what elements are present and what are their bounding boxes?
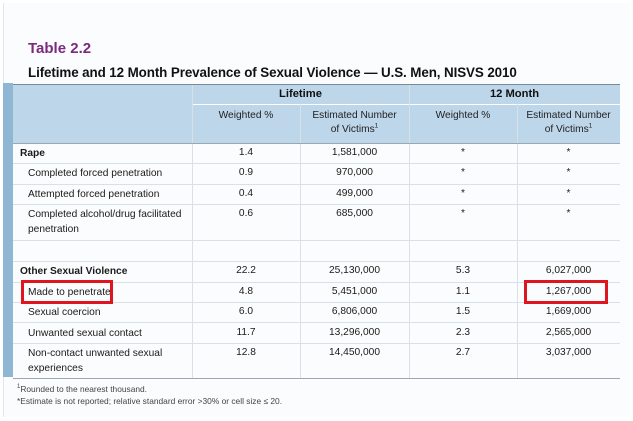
month-estimated-cell: * <box>566 167 571 178</box>
month-weighted-cell: 5.3 <box>455 265 471 276</box>
lifetime-estimated-cell: 6,806,000 <box>331 306 378 317</box>
lifetime-estimated-cell: 13,296,000 <box>329 327 380 338</box>
row-divider <box>13 343 620 344</box>
col-header-12-month-weighted: Weighted % <box>435 110 491 121</box>
lifetime-estimated-cell: 970,000 <box>336 167 373 178</box>
highlight-box-made-to-penetrate <box>21 280 113 304</box>
row-label: Other Sexual Violence <box>20 266 128 277</box>
row-divider <box>13 261 620 262</box>
header-group-separator <box>192 104 620 105</box>
table-number: Table 2.2 <box>28 40 92 57</box>
col-divider <box>409 85 410 379</box>
col-divider <box>517 104 518 379</box>
table-side-bar <box>3 83 13 377</box>
lifetime-estimated-cell: 685,000 <box>336 208 373 219</box>
group-header-12-month: 12 Month <box>489 88 540 100</box>
month-estimated-cell: 1,669,000 <box>545 306 592 317</box>
lifetime-estimated-cell: 499,000 <box>336 188 373 199</box>
month-estimated-cell: * <box>566 188 571 199</box>
row-label: Non-contact unwanted sexual experiences <box>28 348 163 374</box>
lifetime-weighted-cell: 6.0 <box>238 306 254 317</box>
table-bottom-rule <box>13 378 620 379</box>
month-weighted-cell: 1.1 <box>455 286 471 297</box>
highlight-box-12-month-estimate <box>524 280 608 304</box>
lifetime-estimated-cell: 14,450,000 <box>329 347 380 358</box>
row-divider <box>13 240 620 241</box>
month-estimated-cell: * <box>566 147 571 158</box>
row-divider <box>13 184 620 185</box>
col-header-12-month-estimated: Estimated Number of Victims1 <box>526 110 611 135</box>
lifetime-estimated-cell: 1,581,000 <box>331 147 378 158</box>
lifetime-weighted-cell: 0.4 <box>238 188 254 199</box>
lifetime-weighted-cell: 4.8 <box>238 286 254 297</box>
month-estimated-cell: 1,267,000 <box>545 286 592 297</box>
month-weighted-cell: * <box>461 167 465 178</box>
header-band <box>13 85 620 143</box>
row-label: Made to penetrate <box>28 287 111 298</box>
month-weighted-cell: * <box>461 208 465 219</box>
row-label: Completed forced penetration <box>28 168 163 179</box>
month-estimated-cell: * <box>566 208 571 219</box>
row-divider <box>13 204 620 205</box>
row-divider <box>13 322 620 323</box>
month-weighted-cell: 2.7 <box>455 347 471 358</box>
lifetime-weighted-cell: 11.7 <box>236 327 256 338</box>
lifetime-estimated-cell: 25,130,000 <box>329 265 380 276</box>
table-title: Lifetime and 12 Month Prevalence of Sexu… <box>28 65 517 80</box>
row-label: Sexual coercion <box>28 307 101 318</box>
month-estimated-cell: 6,027,000 <box>545 265 592 276</box>
col-divider <box>192 85 193 379</box>
lifetime-weighted-cell: 0.6 <box>238 208 254 219</box>
month-estimated-cell: 3,037,000 <box>545 347 592 358</box>
month-weighted-cell: * <box>461 147 465 158</box>
row-divider <box>13 163 620 164</box>
month-estimated-cell: 2,565,000 <box>545 327 592 338</box>
row-divider <box>13 282 620 283</box>
footnote-rounding: 1Rounded to the nearest thousand. <box>17 384 147 394</box>
row-divider <box>13 302 620 303</box>
month-weighted-cell: * <box>461 188 465 199</box>
col-header-lifetime-weighted: Weighted % <box>218 110 274 121</box>
month-weighted-cell: 2.3 <box>455 327 471 338</box>
table-top-rule <box>13 84 620 85</box>
footnote-estimate: *Estimate is not reported; relative stan… <box>17 396 283 406</box>
col-header-lifetime-estimated: Estimated Number of Victims1 <box>312 110 397 135</box>
lifetime-estimated-cell: 5,451,000 <box>331 286 378 297</box>
row-label: Attempted forced penetration <box>28 189 160 200</box>
header-bottom-rule <box>13 143 620 144</box>
col-divider <box>300 104 301 379</box>
row-label: Unwanted sexual contact <box>28 328 142 339</box>
table-panel <box>3 3 630 417</box>
row-label: Rape <box>20 148 45 159</box>
lifetime-weighted-cell: 22.2 <box>236 265 256 276</box>
lifetime-weighted-cell: 0.9 <box>238 167 254 178</box>
lifetime-weighted-cell: 1.4 <box>238 147 254 158</box>
row-label: Completed alcohol/drug facilitated penet… <box>28 209 182 235</box>
lifetime-weighted-cell: 12.8 <box>236 347 256 358</box>
month-weighted-cell: 1.5 <box>455 306 471 317</box>
group-header-lifetime: Lifetime <box>279 88 322 100</box>
